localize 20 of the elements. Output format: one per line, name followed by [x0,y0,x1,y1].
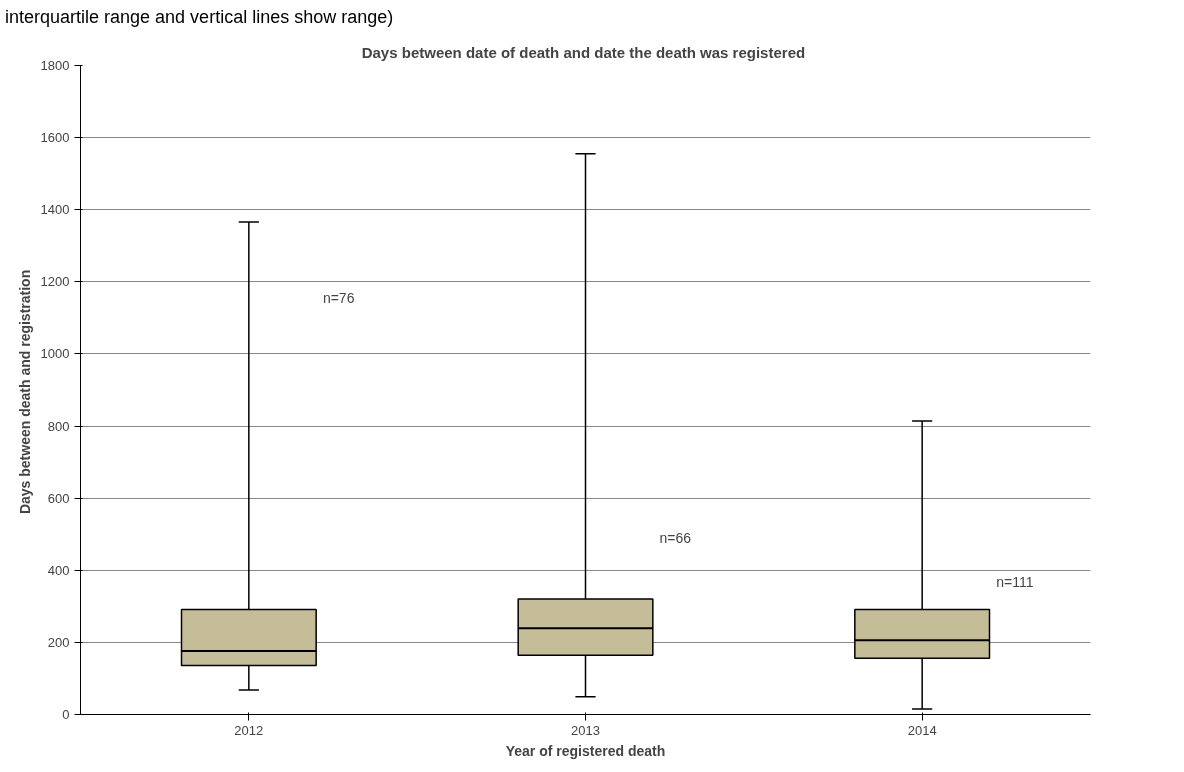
x-tick-label: 2014 [907,722,937,738]
y-tick-label: 1600 [40,129,70,145]
chart-title: Days between date of death and date the death was registered [361,43,806,61]
y-tick-label: 200 [47,634,70,650]
y-tick-label: 1800 [40,57,70,73]
x-tick-label: 2013 [571,722,600,738]
y-tick-label: 1000 [40,346,70,362]
annotation: n=76 [322,289,355,306]
y-tick-label: 0 [62,706,70,722]
text: interquartile range and vertical lines show range) [5,6,394,29]
x-axis-title: Year of registered death [505,742,666,759]
annotation: n=111 [996,573,1034,590]
y-tick-label: 1400 [40,201,70,217]
y-axis-title: Days between death and registration [16,269,33,514]
y-tick-label: 1200 [40,274,70,290]
x-tick-label: 2012 [234,722,264,738]
y-tick-label: 600 [47,490,70,506]
annotation: n=66 [659,529,692,546]
y-tick-label: 800 [47,418,70,434]
y-tick-label: 400 [47,562,70,578]
